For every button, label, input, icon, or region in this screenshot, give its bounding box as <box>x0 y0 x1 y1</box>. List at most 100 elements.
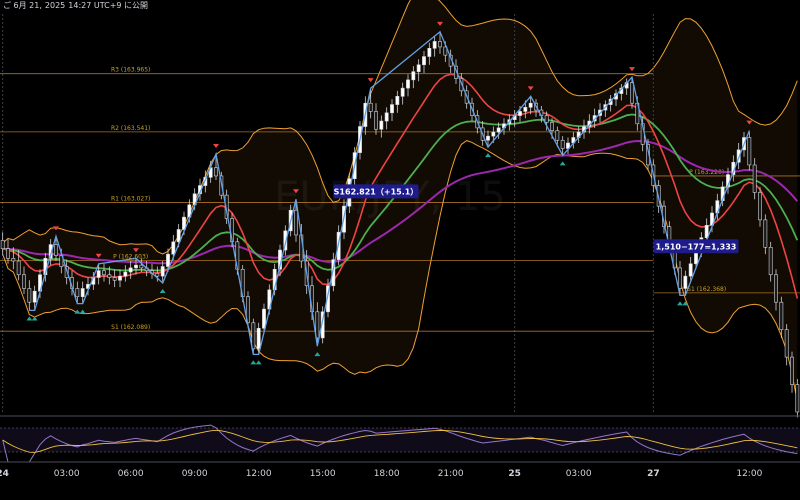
candle-body <box>80 288 85 298</box>
candle <box>496 122 501 139</box>
candle <box>171 234 176 260</box>
candle <box>118 269 122 288</box>
candle <box>128 261 133 279</box>
header-prefix: ご 6月 21, <box>3 1 42 10</box>
candle-body <box>75 288 80 298</box>
rsi-panel <box>0 415 800 463</box>
candle <box>214 153 218 181</box>
pivot-label: R2 (163.541) <box>111 125 150 132</box>
candle-body <box>438 41 442 48</box>
candle <box>107 266 112 285</box>
zigzag-line <box>29 30 750 356</box>
swing-low-marker <box>255 360 262 365</box>
swing-high-marker <box>527 86 534 91</box>
candle <box>326 278 330 318</box>
candle <box>96 263 101 285</box>
candle-body <box>555 130 560 141</box>
candle-body <box>256 327 261 350</box>
candle <box>112 269 117 288</box>
swing-low-marker <box>559 161 566 166</box>
candle <box>0 232 5 256</box>
candle-body <box>491 131 496 137</box>
candle <box>763 214 768 255</box>
candle-body <box>384 112 389 122</box>
swing-low-marker <box>159 288 166 293</box>
candle-body <box>0 240 5 249</box>
candle <box>784 324 789 366</box>
ma-slow-line <box>2 139 799 265</box>
candle-body <box>331 259 336 287</box>
candle <box>155 266 160 282</box>
time-tick-label: 06:00 <box>118 469 144 479</box>
rsi-signal-line <box>2 429 798 453</box>
candle-body <box>32 290 37 303</box>
time-tick-label: 27 <box>647 469 660 479</box>
candle-body <box>112 277 117 281</box>
candle-body <box>107 274 112 278</box>
candle <box>16 250 21 281</box>
candle-body <box>155 273 160 277</box>
candle <box>736 143 741 170</box>
candle-body <box>518 111 522 116</box>
time-tick-label: 18:00 <box>374 469 400 479</box>
candle <box>395 90 400 113</box>
pivot-label: S1 (162.089) <box>111 324 150 331</box>
time-tick-label: 03:00 <box>566 469 592 479</box>
candle <box>683 270 688 296</box>
time-tick-label: 24 <box>0 469 9 479</box>
swing-low-marker <box>31 316 38 321</box>
candle <box>11 247 16 270</box>
callout-text: S162.821（+15.1） <box>334 186 419 196</box>
swing-low-marker <box>74 309 81 314</box>
candle-body <box>400 87 405 97</box>
swing-low-marker <box>26 316 33 321</box>
candle-body <box>523 107 528 112</box>
candle <box>752 158 757 200</box>
candle <box>6 239 10 264</box>
candle <box>422 51 426 74</box>
candle-body <box>123 271 128 277</box>
candle-body <box>368 102 373 112</box>
callout-box <box>333 184 419 199</box>
callout-box <box>653 239 739 254</box>
swing-high-marker <box>367 78 374 83</box>
candle-body <box>411 71 416 81</box>
candle-body <box>544 115 549 123</box>
callout-text: 1,510−177=1,333 <box>656 242 737 251</box>
candle-body <box>678 267 682 289</box>
swing-high-marker <box>133 248 139 253</box>
candle-body <box>176 229 181 243</box>
candle-body <box>790 356 794 385</box>
header-date: 2025 <box>44 1 66 10</box>
time-tick-label: 21:00 <box>438 469 464 479</box>
candle-body <box>294 209 298 236</box>
candle <box>630 77 634 109</box>
candle-body <box>390 104 394 114</box>
candle <box>160 261 165 283</box>
candlesticks <box>0 31 800 418</box>
candle-body <box>443 46 448 56</box>
header-time: 14:27 UTC+9 に公開 <box>68 1 149 10</box>
candle-body <box>630 82 634 104</box>
candle-body <box>395 96 400 105</box>
candle <box>678 261 682 296</box>
candle <box>768 241 773 282</box>
candle <box>416 59 421 82</box>
candle <box>779 296 784 338</box>
time-axis: 24 03:00 06:00 09:00 12:00 15:00 18:00 21:00 25 0… <box>0 461 800 479</box>
candle <box>379 115 384 138</box>
candle-body <box>768 247 773 276</box>
candle-body <box>763 219 768 248</box>
candle <box>54 236 58 262</box>
candle <box>790 351 794 393</box>
candle <box>560 136 565 156</box>
candle <box>27 280 32 311</box>
candle-body <box>496 127 501 133</box>
candle-body <box>16 260 21 276</box>
candle <box>544 111 549 131</box>
candle-body <box>784 329 789 358</box>
candle-body <box>22 274 26 289</box>
candle <box>75 281 80 304</box>
candle-body <box>416 64 421 72</box>
